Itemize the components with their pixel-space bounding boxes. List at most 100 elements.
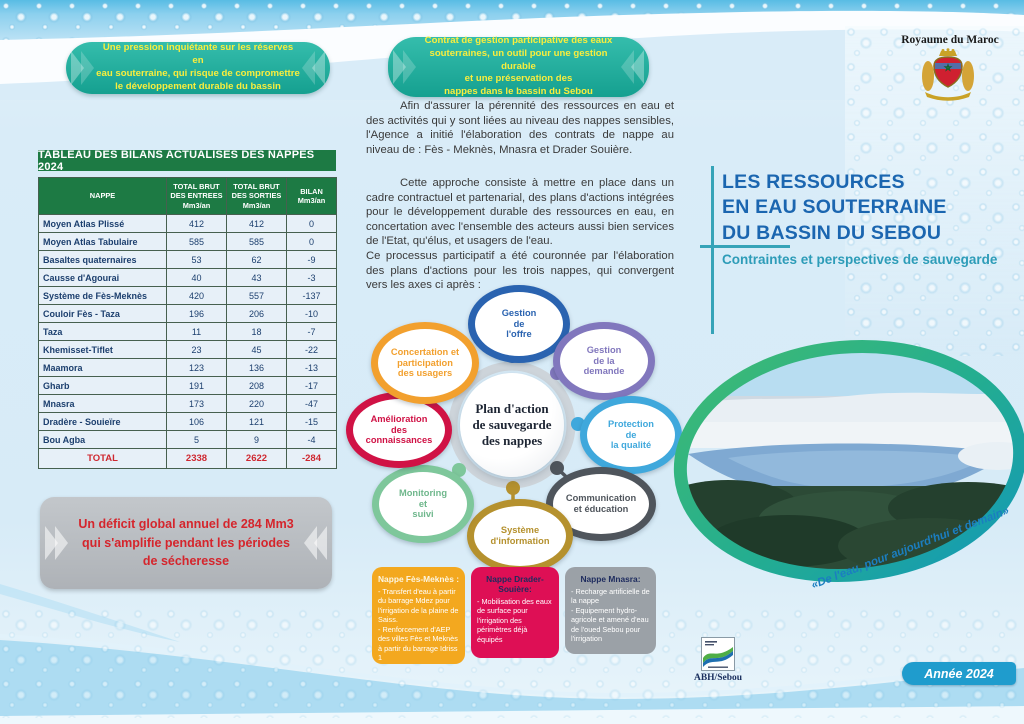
table-body: Moyen Atlas Plissé 412 412 0 Moyen Atlas… [38,214,337,449]
axis-concertation-usagers: Concertation et participation des usager… [371,322,479,404]
action-box-fes-meknes: Nappe Fès-Meknès : - Transfert d'eau à p… [372,567,465,664]
table-header-row: NAPPE TOTAL BRUT DES ENTREES Mm3/an TOTA… [38,177,337,215]
table-row: Causse d'Agourai 40 43 -3 [38,268,337,287]
subtitle: Contraintes et perspectives de sauvegard… [722,252,998,267]
cell-bilan: -137 [286,286,337,305]
cell-bilan: -17 [286,376,337,395]
table-total-row: TOTAL 2338 2622 -284 [38,448,337,469]
table-row: Couloir Fès - Taza 196 206 -10 [38,304,337,323]
cell-sorties: 136 [226,358,287,377]
chevron-right-icon [393,50,406,84]
banner-contrat-text: Contrat de gestion participative des eau… [424,34,613,98]
cell-entrees: 585 [166,232,227,251]
abh-sebou-label: ABH/Sebou [693,673,743,683]
title-vertical-rule [711,166,714,334]
table-row: Moyen Atlas Plissé 412 412 0 [38,214,337,233]
main-title: LES RESSOURCES EN EAU SOUTERRAINE DU BAS… [722,171,947,244]
cell-nappe: Bou Agba [38,430,167,449]
table-row: Dradère - Souieïre 106 121 -15 [38,412,337,431]
cell-nappe: Mnasra [38,394,167,413]
cell-bilan: -3 [286,268,337,287]
table-row: Maamora 123 136 -13 [38,358,337,377]
cell-sorties: 557 [226,286,287,305]
lake-photo [668,336,1024,586]
royaume-du-maroc-label: Royaume du Maroc [901,34,999,46]
cell-entrees: 5 [166,430,227,449]
chevron-right-icon [81,51,94,85]
cell-bilan: -47 [286,394,337,413]
table-row: Système de Fès-Meknès 420 557 -137 [38,286,337,305]
axis-gestion-demande: Gestion de la demande [553,322,655,400]
total-bilan: -284 [286,448,337,469]
banner-pressure-text: Une pression inquiétante sur les réserve… [96,42,300,92]
banner-pressure: Une pression inquiétante sur les réserve… [66,42,330,94]
cell-nappe: Maamora [38,358,167,377]
deficit-text: Un déficit global annuel de 284 Mm3 qui … [78,516,294,569]
table-row: Taza 11 18 -7 [38,322,337,341]
cell-bilan: -15 [286,412,337,431]
table-row: Gharb 191 208 -17 [38,376,337,395]
paragraph-2: Cette approche consiste à mettre en plac… [366,177,674,248]
cell-nappe: Basaltes quaternaires [38,250,167,269]
cell-bilan: 0 [286,232,337,251]
cell-nappe: Khemisset-Tiflet [38,340,167,359]
table-title: TABLEAU DES BILANS ACTUALISES DES NAPPES… [38,149,336,173]
chevron-right-icon [71,51,84,85]
table-row: Moyen Atlas Tabulaire 585 585 0 [38,232,337,251]
cell-nappe: Couloir Fès - Taza [38,304,167,323]
cell-entrees: 196 [166,304,227,323]
chevron-left-icon [302,51,315,85]
bottom-wave [0,584,1024,724]
col-header-sorties: TOTAL BRUT DES SORTIES Mm3/an [226,177,287,215]
cell-entrees: 106 [166,412,227,431]
cell-sorties: 206 [226,304,287,323]
total-sorties: 2622 [226,448,287,469]
chevron-right-icon [45,526,58,560]
cell-sorties: 9 [226,430,287,449]
table-row: Basaltes quaternaires 53 62 -9 [38,250,337,269]
total-entrees: 2338 [166,448,227,469]
cell-nappe: Système de Fès-Meknès [38,286,167,305]
chevron-left-icon [631,50,644,84]
cell-sorties: 585 [226,232,287,251]
cell-entrees: 40 [166,268,227,287]
cell-sorties: 18 [226,322,287,341]
paragraph-3: Ce processus participatif a été couronné… [366,250,674,292]
col-header-bilan: BILAN Mm3/an [286,177,337,215]
nappes-table: NAPPE TOTAL BRUT DES ENTREES Mm3/an TOTA… [38,177,337,469]
chevron-left-icon [312,51,325,85]
cell-entrees: 412 [166,214,227,233]
title-horizontal-rule [700,245,790,248]
cell-entrees: 11 [166,322,227,341]
table-row: Bou Agba 5 9 -4 [38,430,337,449]
cell-sorties: 45 [226,340,287,359]
table-row: Mnasra 173 220 -47 [38,394,337,413]
cell-bilan: 0 [286,214,337,233]
deficit-callout: Un déficit global annuel de 284 Mm3 qui … [40,497,332,589]
cell-bilan: -7 [286,322,337,341]
right-droplet-texture [845,26,1024,356]
cell-entrees: 173 [166,394,227,413]
morocco-coat-of-arms-icon [922,48,974,101]
cell-bilan: -13 [286,358,337,377]
axis-gestion-offre: Gestion de l'offre [468,285,570,363]
col-header-nappe: NAPPE [38,177,167,215]
cell-entrees: 420 [166,286,227,305]
cell-entrees: 191 [166,376,227,395]
chevron-right-icon [403,50,416,84]
cell-bilan: -9 [286,250,337,269]
table-row: Khemisset-Tiflet 23 45 -22 [38,340,337,359]
abh-sebou-logo [701,637,735,671]
action-box-mnasra: Nappe Mnasra: - Recharge artificielle de… [565,567,656,654]
cell-sorties: 208 [226,376,287,395]
cell-nappe: Moyen Atlas Tabulaire [38,232,167,251]
chevron-left-icon [304,526,317,560]
cell-entrees: 23 [166,340,227,359]
axis-amelioration-connaissances: Amélioration des connaissances [346,392,452,468]
cell-nappe: Causse d'Agourai [38,268,167,287]
cell-sorties: 412 [226,214,287,233]
cell-bilan: -10 [286,304,337,323]
banner-contrat: Contrat de gestion participative des eau… [388,34,649,98]
chevron-left-icon [314,526,327,560]
